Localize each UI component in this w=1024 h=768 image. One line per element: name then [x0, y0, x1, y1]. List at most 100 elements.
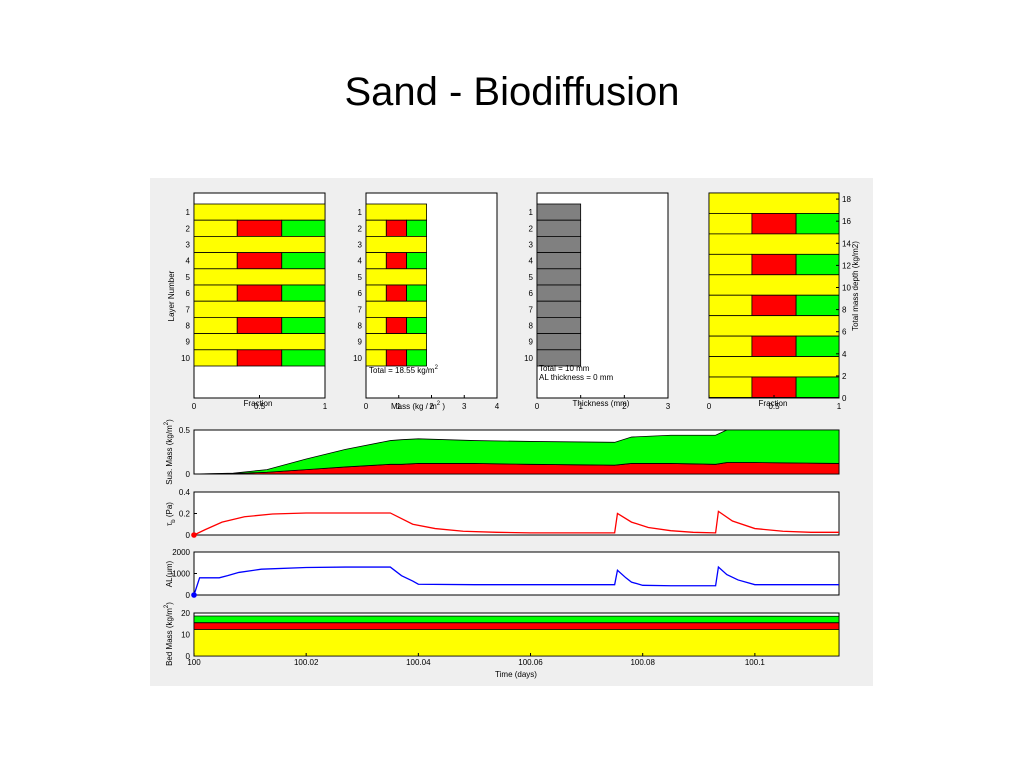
depth-layer-bar [708, 274, 840, 296]
depth-layer-bar [751, 376, 797, 398]
layer-bar [365, 219, 387, 237]
active-layer-thickness-axes [193, 551, 840, 596]
layer-tick-label: 2 [358, 224, 363, 233]
x-tick-label: 0.5 [254, 402, 266, 411]
y-tick-label: 18 [842, 195, 851, 204]
y-tick-label: 0.5 [179, 426, 191, 435]
layer-bar [385, 219, 408, 237]
y-tick-label: 4 [842, 350, 847, 359]
x-tick-label: 1 [578, 402, 583, 411]
x-tick-label: 3 [462, 402, 467, 411]
layer-bar [385, 284, 408, 302]
layer-bar [281, 252, 326, 270]
depth-layer-bar [708, 315, 840, 337]
layer-tick-label: 1 [186, 208, 191, 217]
depth-layer-bar [795, 376, 840, 398]
layer-bar [365, 284, 387, 302]
layer-tick-label: 2 [529, 224, 534, 233]
depth-layer-bar [708, 376, 753, 398]
total-mass-annotation: Total = 18.55 kg/m2 [369, 365, 439, 375]
layer-tick-label: 6 [529, 289, 534, 298]
x-tick-label: 0 [192, 402, 197, 411]
x-tick-label: 2 [622, 402, 627, 411]
layer-tick-label: 5 [529, 273, 534, 282]
layer-bar [406, 252, 427, 270]
layer-bar [365, 252, 387, 270]
layer-tick-label: 1 [358, 208, 363, 217]
layer-bar [365, 349, 387, 367]
y-tick-label: 6 [842, 328, 847, 337]
x-tick-label: 4 [495, 402, 500, 411]
layer-bar [536, 236, 582, 254]
x-tick-label: 1 [323, 402, 328, 411]
layer-bar [193, 349, 238, 367]
layer-bar [193, 333, 326, 351]
y-tick-label: 2000 [172, 548, 190, 557]
y-tick-label: 0 [842, 394, 847, 403]
y-tick-label: 10 [181, 631, 190, 640]
depth-layer-bar [708, 192, 840, 214]
layer-tick-label: 1 [529, 208, 534, 217]
layer-tick-label: 8 [186, 322, 191, 331]
y-tick-label: 0 [186, 470, 191, 479]
x-tick-label: 100.08 [630, 658, 655, 667]
depth-layer-bar [708, 356, 840, 378]
layer-bar [365, 203, 427, 221]
layer-bar [385, 316, 408, 334]
layer-bar [365, 300, 427, 318]
depth-layer-bar [708, 294, 753, 317]
layer-tick-label: 2 [186, 224, 191, 233]
layer-bar [281, 316, 326, 334]
x-axis-label: Mass (kg / m2 ) [391, 401, 445, 411]
layer-bar [406, 316, 427, 334]
layer-tick-label: 7 [358, 305, 363, 314]
y-axis-label: AL(μm) [165, 560, 174, 587]
layer-bar [193, 219, 238, 237]
x-tick-label: 1 [837, 402, 842, 411]
y-tick-label: 2 [842, 372, 847, 381]
y-axis-label: Sus. Mass (kg/m2) [164, 419, 174, 485]
y-tick-label: 0.2 [179, 510, 191, 519]
layer-bar [536, 349, 582, 367]
layer-tick-label: 7 [186, 305, 191, 314]
layer-tick-label: 3 [529, 241, 534, 250]
depth-layer-bar [751, 253, 797, 276]
y-axis-label: τb (Pa) [165, 502, 177, 526]
figure-panel: 1 2 3 4 5 6 7 8 9 10 0 0.5 1 Fraction Layer Number 1 2 3 4… [150, 178, 873, 686]
layer-bar [365, 268, 427, 286]
x-tick-label: 100.1 [745, 658, 766, 667]
y-tick-label: 14 [842, 239, 851, 248]
layer-bar [193, 252, 238, 270]
y-tick-label: 10 [842, 283, 851, 292]
x-tick-label: 100.04 [406, 658, 431, 667]
line-series [193, 565, 839, 596]
layer-bar [365, 316, 387, 334]
layer-bar [406, 219, 427, 237]
depth-layer-bar [795, 294, 840, 317]
x-tick-label: 1 [397, 402, 402, 411]
depth-layer-bar [708, 213, 753, 235]
layer-bar [536, 252, 582, 270]
layer-bar [536, 300, 582, 318]
x-tick-label: 100 [187, 658, 201, 667]
layer-bar [536, 268, 582, 286]
depth-layer-bar [708, 335, 753, 357]
layer-bar [536, 333, 582, 351]
depth-layer-bar [751, 335, 797, 357]
layer-bar [236, 284, 283, 302]
area-series [193, 429, 840, 475]
x-axis-label: Fraction [759, 399, 788, 408]
area-series [193, 628, 840, 657]
layer-bar [193, 300, 326, 318]
layer-bar [536, 219, 582, 237]
layer-tick-label: 9 [358, 338, 363, 347]
y-tick-label: 0 [186, 591, 191, 600]
layer-tick-label: 4 [186, 257, 191, 266]
layer-bar [406, 349, 427, 367]
y-tick-label: 12 [842, 261, 851, 270]
layer-bar [236, 316, 283, 334]
layer-bar [536, 284, 582, 302]
y-axis-label: Total mass depth (kg/m2) [851, 241, 860, 331]
start-marker [191, 592, 197, 598]
